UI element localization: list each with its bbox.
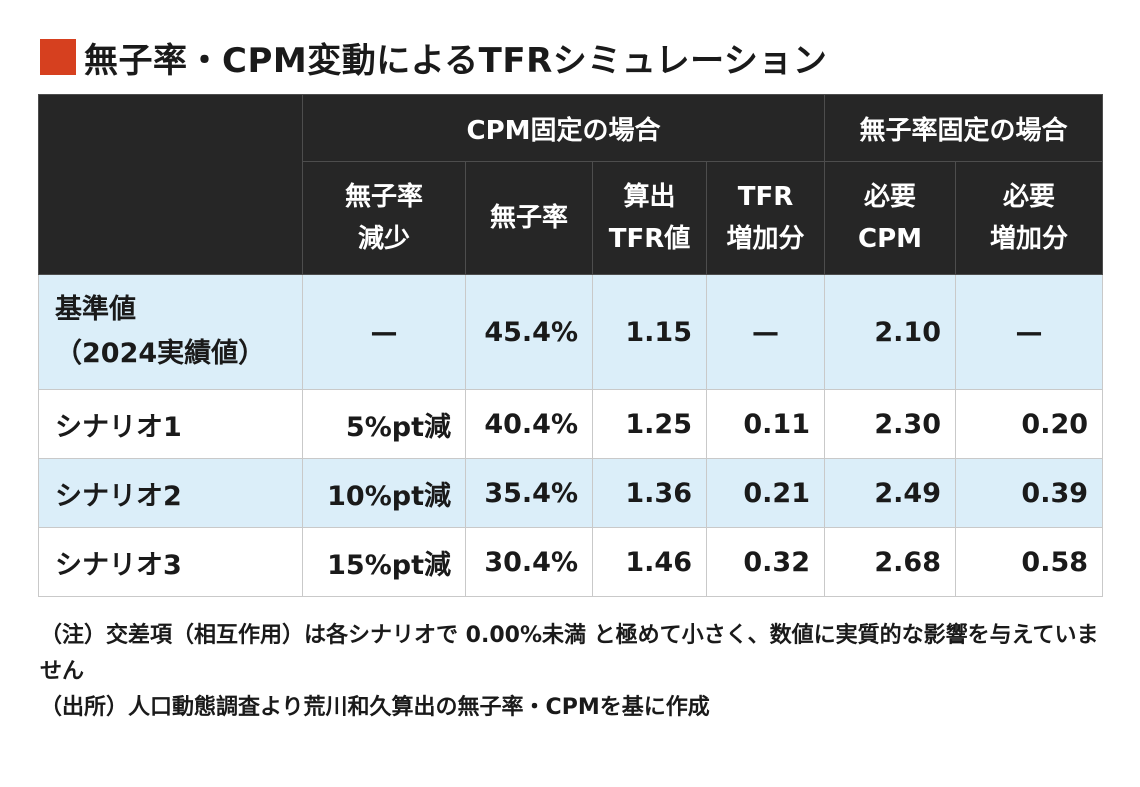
table-cell: 2.10: [824, 274, 957, 390]
column-header-line: CPM: [858, 224, 923, 254]
table-cell: 5%pt減: [302, 389, 466, 459]
column-header-line: 無子率: [344, 182, 423, 212]
title-row: 無子率・CPM変動によるTFRシミュレーション: [40, 32, 827, 82]
header-column-row: 無子率 減少 無子率 算出 TFR値 TFR 増加分 必要 CPM 必要 増加分: [39, 161, 1104, 275]
column-header-line: 必要: [864, 182, 917, 212]
table-cell: 2.30: [824, 389, 957, 459]
table-cell: 40.4%: [465, 389, 593, 459]
header-group-row: CPM固定の場合 無子率固定の場合: [38, 94, 1104, 275]
column-header-line: 算出: [623, 182, 676, 212]
column-header-required-cpm: 必要 CPM: [824, 161, 957, 275]
column-header-line: 増加分: [990, 224, 1069, 254]
table-row-scenario-1: シナリオ1 5%pt減 40.4% 1.25 0.11 2.30 0.20: [38, 389, 1104, 459]
title-marker-square: [40, 39, 76, 75]
table-cell: 1.46: [592, 527, 707, 597]
table-cell: 30.4%: [465, 527, 593, 597]
column-header-line: 増加分: [726, 224, 805, 254]
header-group-childless-fixed: 無子率固定の場合: [824, 94, 1104, 162]
page-title: 無子率・CPM変動によるTFRシミュレーション: [84, 40, 828, 81]
row-label: シナリオ2: [38, 458, 303, 528]
footnote-source: （出所）人口動態調査より荒川和久算出の無子率・CPMを基に作成: [40, 695, 710, 720]
table-row-scenario-3: シナリオ3 15%pt減 30.4% 1.46 0.32 2.68 0.58: [38, 527, 1104, 597]
table-cell: —: [302, 274, 466, 390]
table-cell: —: [955, 274, 1104, 390]
table-cell: —: [705, 274, 826, 390]
table-cell: 1.25: [592, 389, 707, 459]
column-header-childless-rate: 無子率: [465, 161, 593, 275]
table-cell: 15%pt減: [302, 527, 466, 597]
row-label: シナリオ3: [38, 527, 303, 597]
header-group-cpm-fixed: CPM固定の場合: [301, 94, 826, 162]
column-header-line: TFR: [737, 182, 794, 212]
row-label-line: 基準値: [55, 294, 136, 325]
table-row-scenario-2: シナリオ2 10%pt減 35.4% 1.36 0.21 2.49 0.39: [38, 458, 1104, 528]
row-label: 基準値 （2024実績値）: [38, 274, 303, 390]
column-header-line: 無子率: [489, 203, 568, 233]
table-cell: 1.15: [592, 274, 707, 390]
table-cell: 0.32: [705, 527, 826, 597]
table-cell: 0.20: [955, 389, 1104, 459]
row-label: シナリオ1: [38, 389, 303, 459]
column-header-line: 必要: [1003, 182, 1056, 212]
column-header-required-increase: 必要 増加分: [955, 161, 1104, 275]
row-label-line: （2024実績値）: [55, 338, 266, 369]
table-cell: 2.68: [824, 527, 957, 597]
simulation-table: CPM固定の場合 無子率固定の場合 無子率 減少 無子率 算出 TFR値 TFR…: [38, 94, 1104, 597]
table-cell: 0.58: [955, 527, 1104, 597]
header-corner-cell: [38, 94, 303, 275]
table-cell: 2.49: [824, 458, 957, 528]
table-cell: 10%pt減: [302, 458, 466, 528]
table-cell: 0.39: [955, 458, 1104, 528]
footnote-note: （注）交差項（相互作用）は各シナリオで 0.00%未満 と極めて小さく、数値に実…: [40, 623, 1099, 684]
table-cell: 35.4%: [465, 458, 593, 528]
column-header-tfr-increase: TFR 増加分: [705, 161, 826, 275]
column-header-line: TFR値: [608, 224, 691, 254]
column-header-childless-decrease: 無子率 減少: [302, 161, 466, 275]
column-header-calculated-tfr: 算出 TFR値: [592, 161, 707, 275]
table-row-baseline: 基準値 （2024実績値） — 45.4% 1.15 — 2.10 —: [38, 274, 1104, 390]
column-header-line: 減少: [357, 224, 410, 254]
table-cell: 0.11: [705, 389, 826, 459]
table-cell: 45.4%: [465, 274, 593, 390]
table-cell: 0.21: [705, 458, 826, 528]
table-cell: 1.36: [592, 458, 707, 528]
footnotes: （注）交差項（相互作用）は各シナリオで 0.00%未満 と極めて小さく、数値に実…: [40, 618, 1100, 726]
